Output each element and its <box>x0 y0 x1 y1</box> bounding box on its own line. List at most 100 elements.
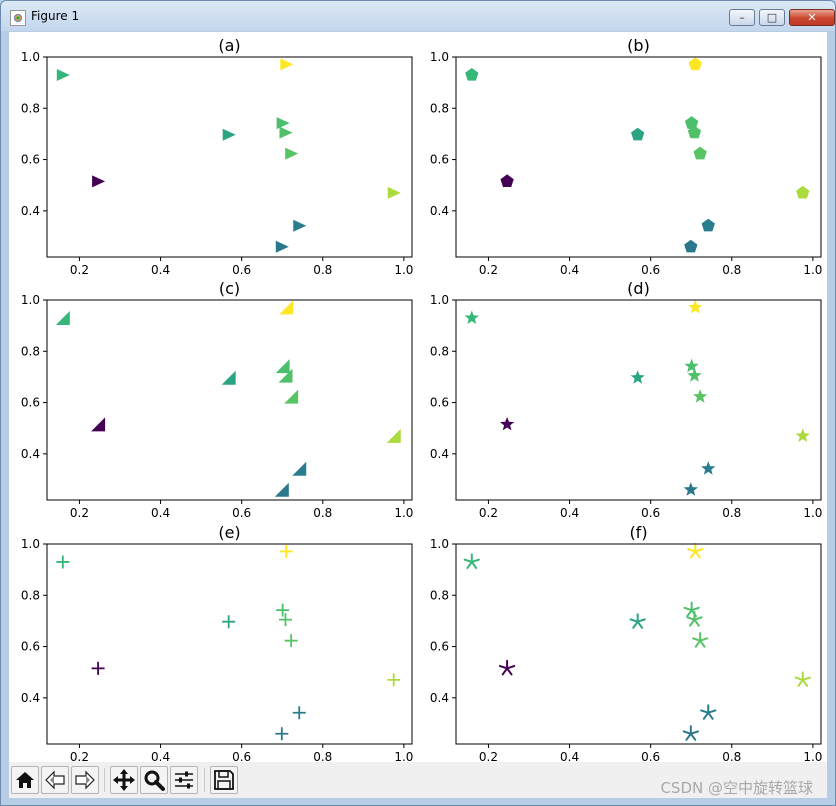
y-tick-label: 0.4 <box>430 204 449 218</box>
figure-canvas-area: (a) 0.2 0.4 0.6 0.8 1.0 0.4 0.6 0.8 1.0 (b) 0.2 0.4 0… <box>9 32 827 798</box>
app-icon <box>10 10 26 26</box>
data-point <box>279 300 294 315</box>
subplot-title: (a) <box>218 36 240 55</box>
minimize-icon: – <box>739 11 745 24</box>
subplot-b: (b) 0.2 0.4 0.6 0.8 1.0 0.4 0.6 0.8 1.0 <box>430 36 823 277</box>
data-point <box>500 174 514 188</box>
y-tick-label: 0.4 <box>430 691 449 705</box>
x-tick-label: 0.2 <box>70 263 89 277</box>
data-point <box>796 185 810 199</box>
data-point <box>56 68 70 81</box>
data-point <box>292 706 306 720</box>
data-point <box>276 117 290 130</box>
back-button[interactable] <box>41 766 69 794</box>
data-point <box>56 555 70 569</box>
y-tick-label: 0.8 <box>21 101 40 115</box>
x-tick-label: 1.0 <box>394 263 413 277</box>
data-point <box>91 417 106 432</box>
data-point <box>684 358 699 373</box>
data-point <box>91 661 105 675</box>
home-button[interactable] <box>11 766 39 794</box>
close-icon: ✕ <box>807 11 817 24</box>
x-tick-label: 1.0 <box>803 506 822 520</box>
x-tick-label: 0.4 <box>560 263 579 277</box>
data-point <box>692 632 709 648</box>
data-point <box>280 58 294 71</box>
x-tick-label: 0.6 <box>641 506 660 520</box>
x-tick-label: 0.2 <box>70 750 89 762</box>
data-point <box>701 218 715 232</box>
navigation-toolbar <box>9 762 827 798</box>
x-tick-label: 0.4 <box>151 750 170 762</box>
configure-subplots-button[interactable] <box>170 766 198 794</box>
y-tick-label: 0.6 <box>430 640 449 654</box>
x-tick-label: 0.2 <box>479 750 498 762</box>
axes-frame <box>455 56 822 258</box>
y-tick-label: 1.0 <box>430 50 449 64</box>
data-point <box>693 146 707 160</box>
subplot-e: (e) 0.2 0.4 0.6 0.8 1.0 0.4 0.6 0.8 1.0 <box>21 523 414 762</box>
subplot-title: (e) <box>218 523 240 542</box>
y-tick-label: 1.0 <box>430 537 449 551</box>
data-point <box>795 428 810 442</box>
data-point <box>794 671 811 687</box>
data-point <box>278 613 292 627</box>
subplot-d: (d) 0.2 0.4 0.6 0.8 1.0 0.4 0.6 0.8 1.0 <box>430 279 823 520</box>
y-tick-label: 1.0 <box>430 293 449 307</box>
data-point <box>701 461 716 475</box>
data-point <box>284 389 299 404</box>
data-point <box>275 359 290 374</box>
data-point <box>682 725 699 741</box>
y-tick-label: 1.0 <box>21 537 40 551</box>
x-tick-label: 1.0 <box>394 506 413 520</box>
data-point <box>387 186 401 199</box>
data-point <box>275 727 289 741</box>
figure-canvas[interactable]: (a) 0.2 0.4 0.6 0.8 1.0 0.4 0.6 0.8 1.0 (b) 0.2 0.4 0… <box>9 32 827 762</box>
y-tick-label: 0.6 <box>21 153 40 167</box>
data-point <box>275 240 289 253</box>
x-tick-label: 0.2 <box>70 506 89 520</box>
minimize-button[interactable]: – <box>729 9 755 26</box>
subplot-title: (f) <box>629 523 647 542</box>
subplot-f: (f) 0.2 0.4 0.6 0.8 1.0 0.4 0.6 0.8 1.0 <box>430 523 823 762</box>
data-point <box>222 128 236 141</box>
zoom-button[interactable] <box>140 766 168 794</box>
forward-icon <box>75 770 95 790</box>
title-bar[interactable]: Figure 1 – □ ✕ <box>1 1 835 33</box>
save-button[interactable] <box>210 766 238 794</box>
x-tick-label: 0.6 <box>232 750 251 762</box>
pan-button[interactable] <box>110 766 138 794</box>
subplot-a: (a) 0.2 0.4 0.6 0.8 1.0 0.4 0.6 0.8 1.0 <box>21 36 414 277</box>
data-point <box>498 659 516 676</box>
data-point <box>683 601 700 618</box>
y-tick-label: 0.4 <box>430 447 449 461</box>
data-point <box>687 542 704 559</box>
watermark-text: CSDN @空中旋转篮球 <box>660 779 813 797</box>
data-point <box>279 126 293 139</box>
y-tick-label: 1.0 <box>21 50 40 64</box>
x-tick-label: 0.8 <box>722 750 741 762</box>
maximize-button[interactable]: □ <box>759 9 785 26</box>
data-point <box>688 299 703 314</box>
x-tick-label: 0.8 <box>722 263 741 277</box>
data-point <box>693 389 708 403</box>
y-tick-label: 0.4 <box>21 691 40 705</box>
data-point <box>700 704 717 720</box>
home-icon <box>16 772 34 788</box>
x-tick-label: 0.2 <box>479 506 498 520</box>
x-tick-label: 0.8 <box>313 506 332 520</box>
data-point <box>221 370 236 385</box>
x-tick-label: 0.8 <box>313 263 332 277</box>
x-tick-label: 0.6 <box>641 750 660 762</box>
y-tick-label: 0.6 <box>430 153 449 167</box>
close-button[interactable]: ✕ <box>789 9 835 26</box>
x-tick-label: 0.4 <box>560 750 579 762</box>
data-point <box>285 147 299 160</box>
subplot-title: (b) <box>627 36 650 55</box>
maximize-icon: □ <box>766 11 778 24</box>
data-point <box>276 603 290 617</box>
x-tick-label: 1.0 <box>803 263 822 277</box>
data-point <box>386 428 401 443</box>
forward-button[interactable] <box>71 766 99 794</box>
